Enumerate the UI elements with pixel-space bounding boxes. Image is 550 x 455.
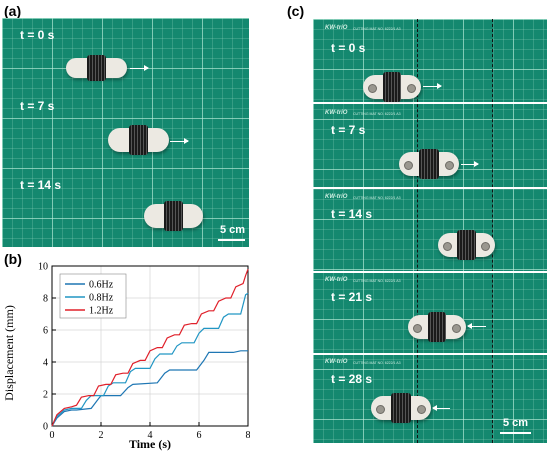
y-tick-label: 6 [43,326,48,337]
x-tick-label: 6 [197,430,202,441]
robot [144,201,203,231]
series-line-1.2hz [51,268,249,427]
mount-hole [368,83,377,93]
series-line-0.6hz [51,350,248,427]
motion-arrow [432,405,450,411]
time-label: t = 21 s [331,290,373,304]
mat-print: CUTTING MAT NO. 6222/1 A3 [353,279,401,283]
time-label: t = 0 s [331,41,366,55]
robot [363,72,421,102]
x-tick-label: 4 [148,430,153,441]
mat-print: CUTTING MAT NO. 6222/1 A3 [353,361,401,365]
mat-print: CUTTING MAT NO. 6222/1 A3 [353,27,401,31]
time-label: t = 28 s [331,372,373,386]
scale-bar-label: 5 cm [220,224,246,236]
time-label: t = 0 s [20,28,55,42]
frame-separator [313,102,547,104]
legend-label: 0.8Hz [89,293,114,304]
coil [419,149,439,179]
y-tick-label: 10 [38,262,48,273]
time-label: t = 7 s [20,99,55,113]
coil [382,72,402,102]
x-tick-label: 0 [50,430,55,441]
coil [427,312,447,342]
reference-dashed-line [492,19,493,443]
x-axis-label: Time (s) [129,437,171,451]
scale-bar-label: 5 cm [503,417,529,429]
displacement-chart: Displacement (mm) Time (s) 0 2 4 6 8 0 2 4 6 8 10 0… [2,262,251,452]
mat-print: CUTTING MAT NO. 6222/1 A3 [353,112,401,116]
mount-hole [417,404,426,414]
mat-brand: KW-triO [325,194,348,200]
mount-hole [481,241,490,251]
mount-hole [452,323,461,333]
robot [408,312,466,342]
panel-b-label: (b) [4,251,22,267]
y-tick-label: 0 [43,422,48,433]
panel-c-photo: KW-triO CUTTING MAT NO. 6222/1 A3 t = 0 … [313,19,547,443]
motion-arrow [170,138,189,144]
motion-arrow [461,161,479,167]
robot [371,393,431,423]
scale-bar [500,432,531,434]
mount-hole [443,241,452,251]
reference-dashed-line [417,19,418,443]
coil [457,230,476,260]
mat-brand: KW-triO [325,359,348,365]
frame-separator [313,353,547,355]
y-axis-label: Displacement (mm) [2,305,16,401]
robot [108,125,169,155]
panel-a-photo: t = 0 s t = 7 s t = 14 s 5 cm [2,18,249,247]
frame-separator [313,187,547,189]
scale-bar [218,239,245,241]
mount-hole [404,160,413,170]
motion-arrow [130,65,149,71]
x-tick-label: 2 [99,430,104,441]
motion-arrow [423,83,442,89]
robot [399,149,459,179]
time-label: t = 14 s [331,207,373,221]
robot [66,55,127,81]
panel-c-label: (c) [287,3,305,19]
legend-label: 0.6Hz [89,280,114,291]
mat-brand: KW-triO [325,110,348,116]
mount-hole [407,83,416,93]
robot [438,230,495,260]
coil [391,393,411,423]
legend-label: 1.2Hz [89,306,114,317]
mat-brand: KW-triO [325,277,348,283]
time-label: t = 7 s [331,123,366,137]
y-tick-label: 8 [43,294,48,305]
mat-brand: KW-triO [325,25,348,31]
coil [128,125,149,155]
mat-print: CUTTING MAT NO. 6222/1 A3 [353,196,401,200]
y-tick-label: 4 [43,358,48,369]
coil [86,55,107,81]
panel-a-label: (a) [4,3,22,19]
motion-arrow [467,323,486,329]
mount-hole [445,160,454,170]
series-line-0.8hz [51,292,249,427]
time-label: t = 14 s [20,178,62,192]
y-tick-label: 2 [43,390,48,401]
frame-separator [313,271,547,273]
mount-hole [413,323,422,333]
mount-hole [376,404,385,414]
coil [164,201,183,231]
x-tick-label: 8 [246,430,251,441]
